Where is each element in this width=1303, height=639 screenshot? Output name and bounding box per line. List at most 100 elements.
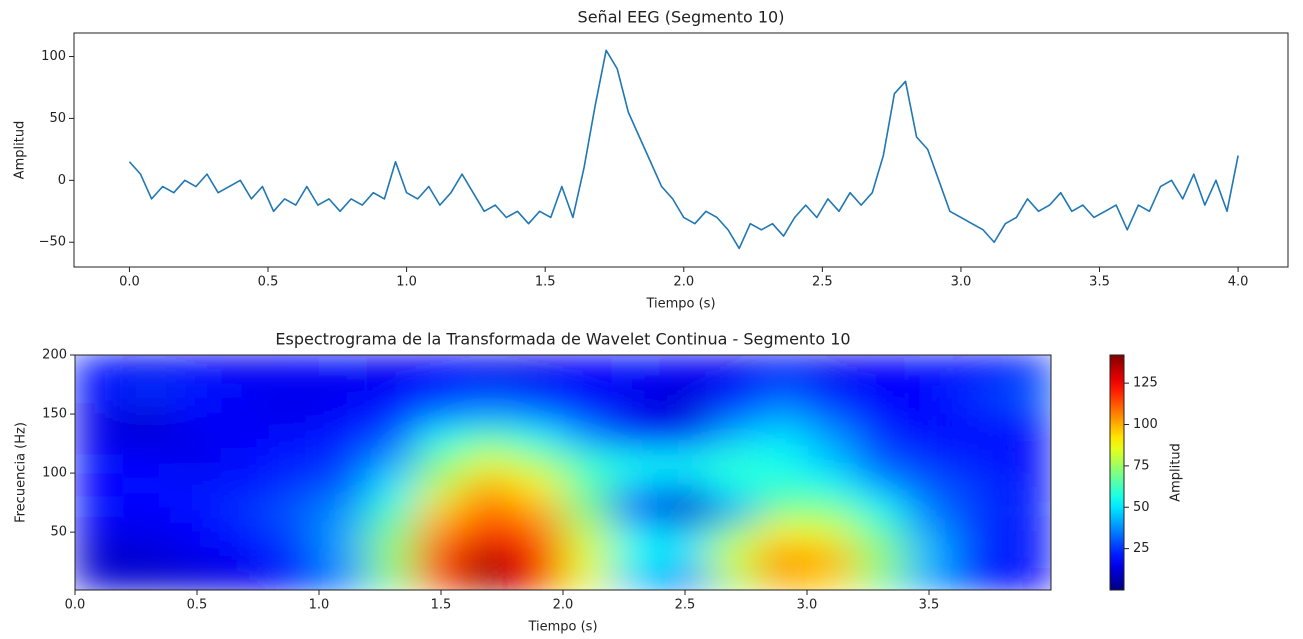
heatmap-cell	[855, 520, 905, 545]
heatmap-cell	[221, 378, 271, 403]
heatmap-cell	[758, 496, 808, 521]
chart-title: Señal EEG (Segmento 10)	[578, 8, 785, 27]
x-tick-label: 2.0	[553, 598, 574, 613]
heatmap-cell	[319, 402, 369, 427]
chart-title: Espectrograma de la Transformada de Wave…	[275, 330, 850, 349]
heatmap-cell	[172, 496, 222, 521]
heatmap-cell	[367, 543, 417, 568]
heatmap-cell	[611, 425, 661, 450]
heatmap-cell	[563, 378, 613, 403]
heatmap-cell	[709, 378, 759, 403]
y-tick-label: 150	[42, 407, 67, 422]
heatmap-cell	[367, 355, 417, 380]
x-tick-label: 0.0	[65, 598, 86, 613]
y-axis-label: Frecuencia (Hz)	[14, 422, 29, 523]
heatmap-cell	[367, 473, 417, 498]
heatmap-cell	[416, 378, 466, 403]
heatmap-cell	[1002, 543, 1052, 568]
heatmap-cell	[465, 378, 515, 403]
heatmap-cell	[270, 402, 320, 427]
heatmap-cell	[563, 567, 613, 592]
heatmap-cell	[75, 496, 125, 521]
heatmap-cell	[953, 402, 1003, 427]
colorbar-tick-label: 125	[1133, 376, 1158, 391]
colorbar-tick-label: 75	[1133, 458, 1150, 473]
heatmap-cell	[465, 355, 515, 380]
heatmap-cell	[855, 355, 905, 380]
heatmap-cell	[1002, 425, 1052, 450]
x-tick-label: 1.5	[535, 275, 556, 290]
heatmap-cell	[319, 355, 369, 380]
heatmap-clip	[75, 355, 1052, 592]
heatmap-cell	[172, 355, 222, 380]
heatmap-cell	[904, 378, 954, 403]
heatmap-cell	[807, 496, 857, 521]
heatmap-cell	[514, 520, 564, 545]
heatmap-cell	[465, 425, 515, 450]
heatmap-cell	[807, 402, 857, 427]
heatmap-cell	[807, 520, 857, 545]
heatmap-cell	[75, 567, 125, 592]
heatmap-cell	[904, 425, 954, 450]
heatmap-cell	[172, 378, 222, 403]
heatmap-cell	[75, 520, 125, 545]
heatmap-cell	[123, 355, 173, 380]
y-tick-label: −50	[39, 235, 66, 250]
heatmap-cell	[953, 378, 1003, 403]
heatmap-cell	[855, 473, 905, 498]
heatmap-cell	[172, 425, 222, 450]
heatmap-cell	[611, 473, 661, 498]
heatmap-cell	[367, 402, 417, 427]
heatmap-cell	[904, 567, 954, 592]
heatmap-cell	[1002, 402, 1052, 427]
heatmap-cell	[807, 449, 857, 474]
heatmap-cell	[319, 449, 369, 474]
heatmap-cell	[855, 378, 905, 403]
heatmap-cell	[465, 473, 515, 498]
heatmap-cell	[172, 520, 222, 545]
heatmap-cell	[807, 355, 857, 380]
heatmap-cell	[758, 449, 808, 474]
heatmap-cell	[465, 449, 515, 474]
heatmap-cell	[563, 425, 613, 450]
heatmap-cell	[416, 496, 466, 521]
heatmap-cell	[123, 520, 173, 545]
heatmap-cell	[709, 449, 759, 474]
heatmap-cell	[563, 543, 613, 568]
heatmap-cell	[465, 520, 515, 545]
y-tick-label: 50	[50, 525, 67, 540]
heatmap-cell	[904, 496, 954, 521]
heatmap-cell	[172, 473, 222, 498]
heatmap-cell	[123, 473, 173, 498]
heatmap-cell	[660, 402, 710, 427]
heatmap-cell	[172, 402, 222, 427]
heatmap-cell	[904, 473, 954, 498]
x-tick-label: 0.5	[258, 275, 279, 290]
heatmap-cell	[319, 496, 369, 521]
heatmap-cell	[75, 425, 125, 450]
heatmap-cell	[319, 378, 369, 403]
x-tick-label: 3.0	[951, 275, 972, 290]
heatmap-cell	[855, 543, 905, 568]
heatmap-cell	[221, 449, 271, 474]
heatmap-cell	[563, 355, 613, 380]
heatmap-cell	[855, 496, 905, 521]
heatmap-cell	[953, 449, 1003, 474]
heatmap-cell	[172, 567, 222, 592]
heatmap-cell	[953, 543, 1003, 568]
heatmap-cell	[367, 567, 417, 592]
heatmap-cell	[1002, 449, 1052, 474]
heatmap-cell	[1002, 473, 1052, 498]
x-tick-label: 0.5	[187, 598, 208, 613]
colorbar-label: Amplitud	[1169, 443, 1184, 502]
heatmap-cell	[660, 567, 710, 592]
heatmap-cell	[416, 449, 466, 474]
heatmap-cell	[904, 449, 954, 474]
heatmap-cell	[319, 567, 369, 592]
heatmap-cell	[709, 567, 759, 592]
heatmap-cell	[514, 402, 564, 427]
heatmap-cell	[465, 496, 515, 521]
heatmap-cell	[1002, 355, 1052, 380]
heatmap-cell	[855, 449, 905, 474]
heatmap-cell	[904, 543, 954, 568]
